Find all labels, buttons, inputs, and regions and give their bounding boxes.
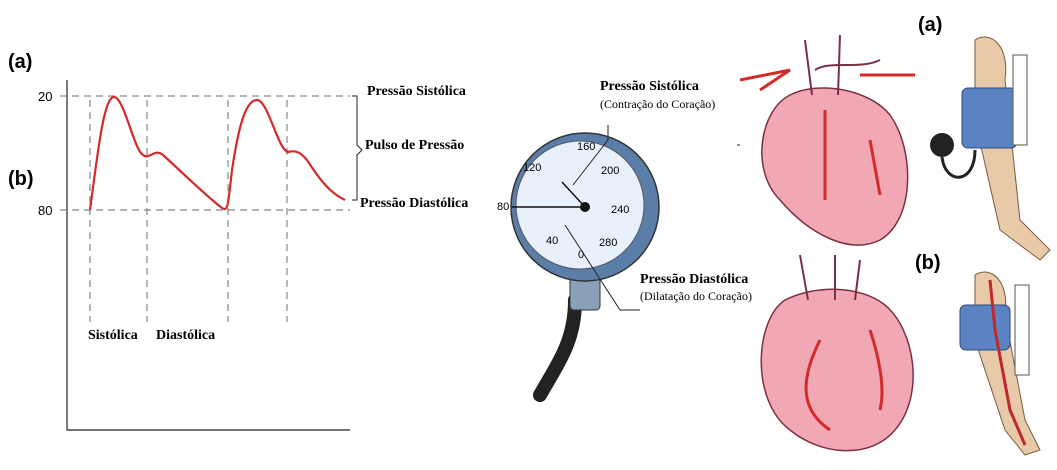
heart-top [740,35,915,245]
panel-label: (b) [8,168,34,190]
panel-label: (b) [915,252,941,274]
panel-label: (a) [918,14,942,36]
label: Pressão Sistólica [367,84,466,99]
panel-label: (a) [8,51,32,73]
label: Diastólica [156,328,215,343]
note: (Dilatação do Coração) [640,289,752,303]
guide-lines [60,96,350,322]
tube [540,300,575,395]
gauge-number: 120 [523,162,541,174]
gauge: 120 160 200 240 280 0 40 80 Pressão Sist… [497,79,752,395]
label: Pressão Diastólica [640,272,748,287]
bracket [352,96,362,200]
gauge-number: 80 [497,201,509,213]
label: Pressão Diastólica [360,196,468,211]
gauge-number: 0 [578,249,584,261]
pivot [580,202,590,212]
label: Pressão Sistólica [600,79,699,94]
pressure-graph: (a) (b) 20 80 Pressão Sistólica Pulso de… [8,51,468,430]
gauge-number: 200 [601,165,619,177]
gauge-number: 40 [546,235,558,247]
axes [67,80,350,430]
gauge-number: 240 [611,204,629,216]
tick-label: 20 [38,89,52,104]
tick-label: 80 [38,203,52,218]
label: Pulso de Pressão [365,138,464,153]
gauge-number: 280 [599,237,617,249]
arm-bottom: (b) [915,252,1040,455]
label: Sistólica [88,328,138,343]
figure: (a) (b) 20 80 Pressão Sistólica Pulso de… [0,0,1057,470]
heart-bottom [761,255,913,451]
gauge-number: 160 [577,141,595,153]
pressure-wave [90,97,345,210]
arm-top: (a) [918,14,1050,260]
note: (Contração do Coração) [600,97,715,111]
